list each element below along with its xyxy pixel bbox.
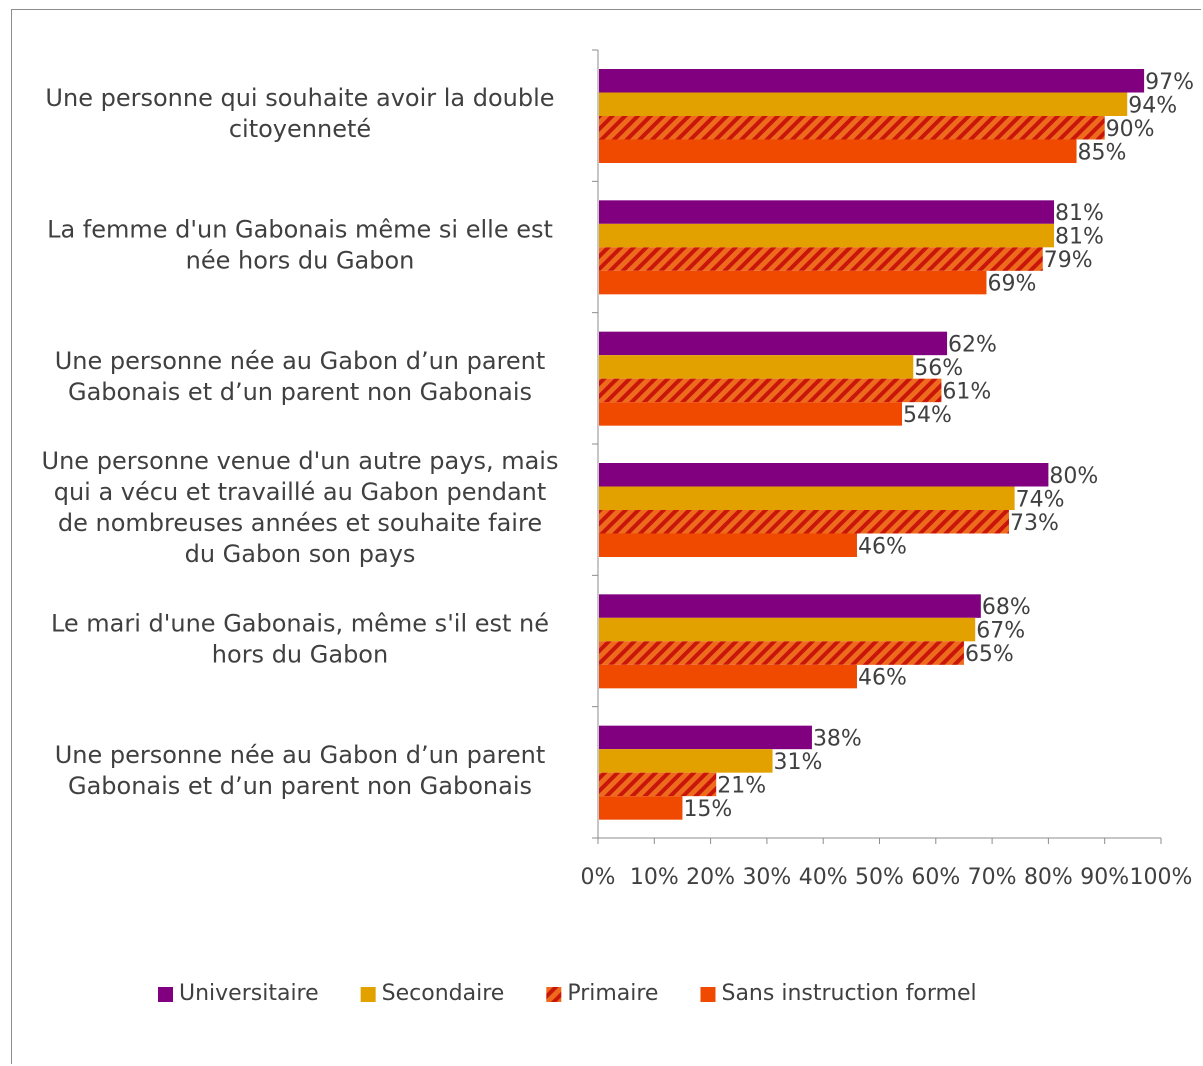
category-label-line: Une personne venue d'un autre pays, mais (42, 447, 559, 475)
data-label: 73% (1010, 511, 1059, 536)
legend-swatch (158, 987, 173, 1002)
bar-sans-instruction-formel (599, 402, 903, 426)
data-label: 85% (1078, 140, 1127, 165)
category-label: Une personne née au Gabon d’un parent Gab… (55, 347, 546, 406)
data-label: 68% (982, 595, 1031, 620)
data-label: 79% (1044, 248, 1093, 273)
bars-group (599, 69, 1145, 820)
data-label: 94% (1128, 93, 1177, 118)
category-labels-group: Une personne qui souhaite avoir la doubl… (42, 84, 559, 800)
x-tick-label: 50% (855, 865, 904, 890)
legend-swatch (700, 987, 716, 1002)
bar-sans-instruction-formel (599, 270, 987, 295)
bar-primaire (599, 378, 942, 403)
bar-universitaire (599, 331, 948, 356)
x-tick-label: 0% (581, 865, 616, 890)
x-tick-label: 90% (1080, 865, 1129, 890)
legend-label: Secondaire (382, 981, 505, 1006)
bar-secondaire (599, 486, 1015, 510)
bar-secondaire (599, 749, 773, 773)
category-label: Une personne née au Gabon d’un parent Gab… (55, 741, 546, 800)
data-label: 80% (1049, 464, 1098, 489)
bar-secondaire (599, 223, 1055, 248)
data-label: 31% (774, 750, 823, 775)
data-label: 15% (683, 797, 732, 822)
x-tick-labels-group: 0% 10% 20% 30% 40% 50% 60% 70% 80% 90% 100% (581, 865, 1193, 890)
category-label-line: Une personne née au Gabon d’un parent (55, 347, 546, 375)
x-tick-label: 80% (1024, 865, 1073, 890)
x-tick-label: 40% (799, 865, 848, 890)
data-label: 69% (987, 272, 1036, 297)
x-tick-label: 20% (686, 865, 735, 890)
category-label-line: Gabonais et d’un parent non Gabonais (68, 772, 532, 800)
category-label-line: citoyenneté (229, 115, 371, 143)
legend-label: Universitaire (179, 981, 319, 1006)
bar-secondaire (599, 355, 914, 379)
bar-secondaire (599, 92, 1128, 116)
category-label-line: hors du Gabon (212, 641, 388, 669)
legend-label: Sans instruction formel (721, 981, 976, 1006)
data-label: 81% (1055, 201, 1104, 226)
data-label: 97% (1145, 70, 1194, 95)
bar-sans-instruction-formel (599, 796, 683, 820)
category-label-line: Une personne née au Gabon d’un parent (55, 741, 546, 769)
x-tick-label: 100% (1130, 865, 1193, 890)
data-label: 90% (1106, 117, 1155, 142)
x-tick-label: 70% (968, 865, 1017, 890)
bar-primaire (599, 247, 1043, 271)
x-tick-label: 60% (911, 865, 960, 890)
category-label-line: Une personne qui souhaite avoir la doubl… (45, 84, 554, 112)
bar-sans-instruction-formel (599, 664, 857, 689)
data-label: 62% (948, 332, 997, 357)
bar-universitaire (599, 725, 812, 750)
data-label: 81% (1055, 225, 1104, 250)
category-label-line: Gabonais et d’un parent non Gabonais (68, 378, 532, 406)
legend-label: Primaire (567, 981, 658, 1006)
data-label: 67% (976, 619, 1025, 644)
data-label: 74% (1016, 487, 1065, 512)
chart-frame (11, 9, 1201, 1064)
bar-universitaire (599, 200, 1055, 224)
bar-universitaire (599, 594, 981, 618)
bar-sans-instruction-formel (599, 533, 857, 557)
bar-universitaire (599, 69, 1145, 93)
legend-swatch (546, 987, 562, 1002)
data-label: 61% (942, 379, 991, 404)
data-label: 56% (914, 356, 963, 381)
data-label: 21% (717, 773, 766, 798)
axes (592, 49, 1162, 844)
data-label: 38% (813, 726, 862, 751)
category-label: Une personne qui souhaite avoir la doubl… (45, 84, 554, 143)
data-label: 46% (858, 666, 907, 691)
data-label: 54% (903, 403, 952, 428)
category-label: La femme d'un Gabonais même si elle est n… (47, 216, 553, 275)
data-label: 65% (965, 642, 1014, 667)
category-label-line: qui a vécu et travaillé au Gabon pendant (54, 478, 547, 506)
category-label: Le mari d'une Gabonais, même s'il est né… (51, 610, 549, 669)
category-label-line: du Gabon son pays (185, 540, 416, 568)
category-label-line: Le mari d'une Gabonais, même s'il est né (51, 610, 549, 638)
bar-secondaire (599, 617, 976, 642)
category-label-line: La femme d'un Gabonais même si elle est (47, 216, 553, 244)
bar-primaire (599, 116, 1105, 140)
legend-swatch (360, 987, 376, 1002)
data-label: 46% (858, 534, 907, 559)
bar-universitaire (599, 463, 1049, 487)
bar-primaire (599, 641, 964, 665)
data-labels-group: 97%94%90%85%81%81%79%69%62%56%61%54%80%7… (683, 70, 1194, 822)
x-tick-label: 30% (742, 865, 791, 890)
category-label-line: de nombreuses années et souhaite faire (58, 509, 542, 537)
bar-sans-instruction-formel (599, 139, 1077, 163)
category-label: Une personne venue d'un autre pays, mais… (42, 447, 559, 568)
bar-primaire (599, 510, 1009, 534)
x-tick-label: 10% (630, 865, 679, 890)
category-label-line: née hors du Gabon (186, 247, 415, 275)
legend: Universitaire Secondaire Primaire Sans inst… (158, 981, 977, 1006)
bar-primaire (599, 772, 717, 797)
